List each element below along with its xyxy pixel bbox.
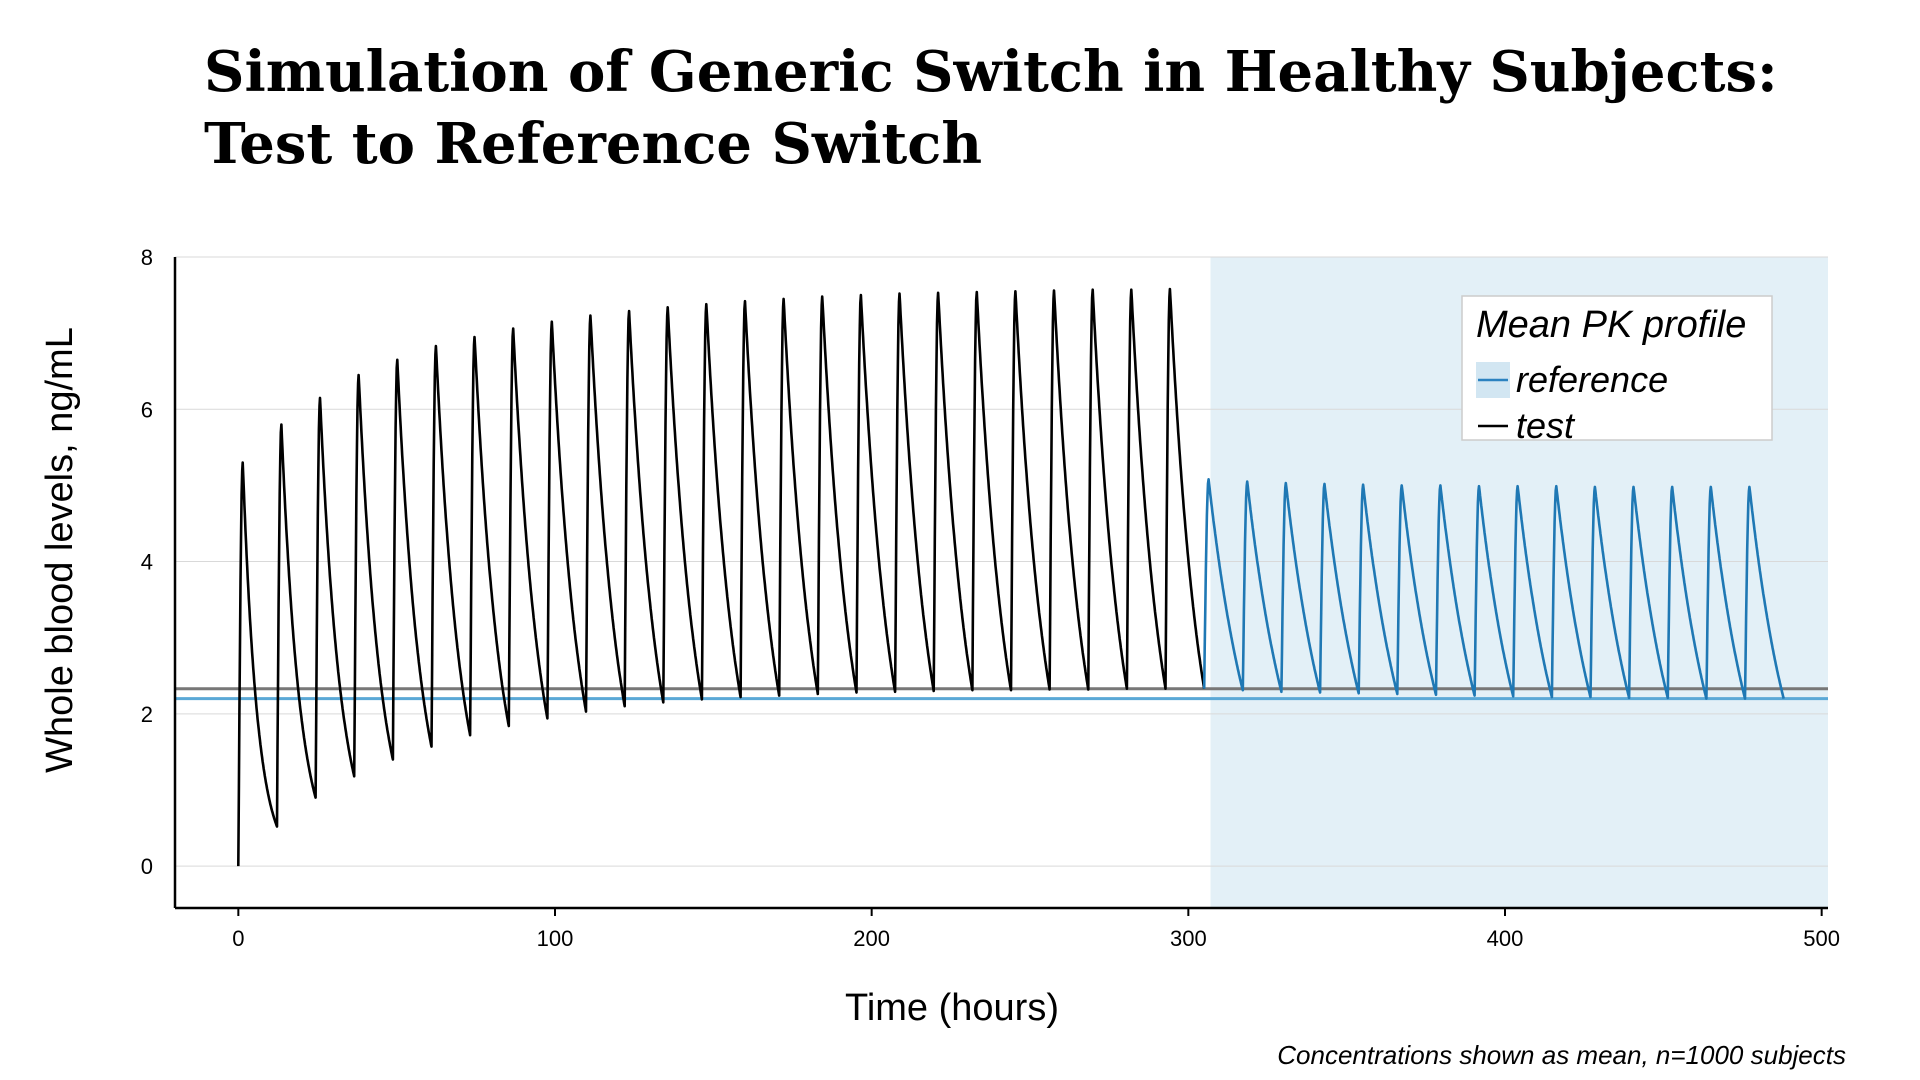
axes: 0 100 200 300 400 500 0 2 4 6 8 bbox=[141, 245, 1840, 951]
legend-title: Mean PK profile bbox=[1476, 304, 1746, 346]
x-axis-label: Time (hours) bbox=[845, 987, 1059, 1029]
x-tick-label-500: 500 bbox=[1803, 926, 1840, 951]
y-tick-label-4: 4 bbox=[141, 550, 153, 575]
x-tick-label-0: 0 bbox=[232, 926, 244, 951]
x-tick-label-300: 300 bbox=[1170, 926, 1207, 951]
chart-title: Simulation of Generic Switch in Healthy … bbox=[204, 36, 1804, 180]
legend-box bbox=[1461, 295, 1773, 441]
y-tick-label-0: 0 bbox=[141, 854, 153, 879]
legend-label-test: test bbox=[1516, 405, 1576, 446]
series-test-line bbox=[237, 287, 1206, 867]
y-axis-label: Whole blood levels, ng/mL bbox=[39, 327, 81, 773]
y-tick-label-2: 2 bbox=[141, 702, 153, 727]
x-tick-label-200: 200 bbox=[853, 926, 890, 951]
chart-title-line-1: Simulation of Generic Switch in Healthy … bbox=[204, 39, 1778, 105]
series-layer bbox=[237, 287, 1785, 867]
y-tick-label-8: 8 bbox=[141, 245, 153, 270]
footnote: Concentrations shown as mean, n=1000 sub… bbox=[1277, 1040, 1846, 1070]
series-reference-line bbox=[1202, 478, 1785, 700]
legend-label-reference: reference bbox=[1516, 359, 1668, 400]
chart-title-line-2: Test to Reference Switch bbox=[204, 111, 983, 177]
y-tick-label-6: 6 bbox=[141, 397, 153, 422]
x-tick-label-400: 400 bbox=[1487, 926, 1524, 951]
x-tick-label-100: 100 bbox=[537, 926, 574, 951]
legend: Mean PK profile reference test bbox=[1461, 295, 1773, 446]
